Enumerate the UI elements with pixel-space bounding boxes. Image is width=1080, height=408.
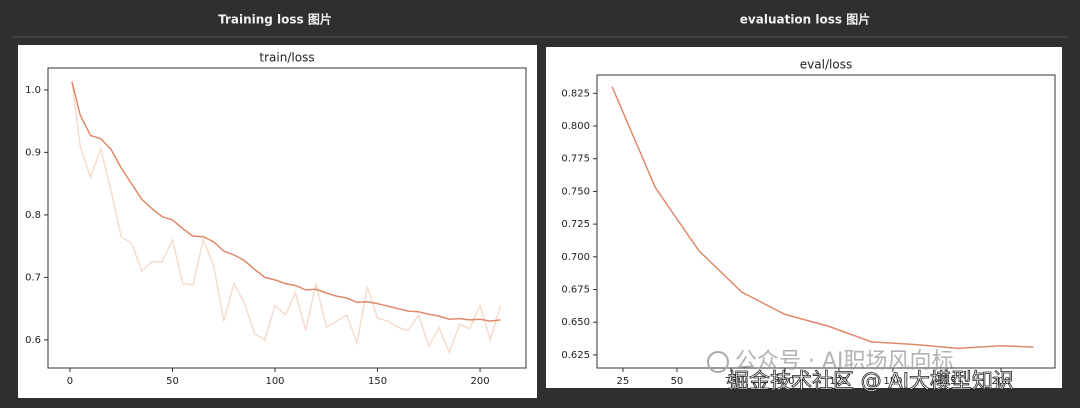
y-tick-label: 0.675 [561,285,590,296]
watermark-text: 掘金技术社区 @ AI大模型知识 [728,369,1014,393]
y-tick-label: 0.9 [25,147,41,158]
y-tick-label: 0.8 [25,210,41,221]
x-tick-label: 200 [471,376,490,387]
chart-panel [546,47,1062,388]
column-header: evaluation loss 图片 [740,12,870,27]
x-tick-label: 125 [829,376,848,387]
y-tick-label: 0.650 [561,317,590,328]
chart-title: train/loss [259,51,314,65]
x-tick-label: 200 [991,376,1010,387]
x-tick-label: 25 [617,376,630,387]
plot-frame [596,74,1056,369]
x-tick-label: 100 [265,376,284,387]
y-tick-label: 0.6 [25,335,41,346]
y-tick-label: 0.700 [561,252,590,263]
column-header: Training loss 图片 [218,12,332,27]
watermark-icon [707,351,729,373]
watermark: 公众号 · AI职场风向标 掘金技术社区 @ AI大模型知识 [707,349,1014,393]
chart-panel [18,45,537,398]
y-tick-label: 1.0 [25,85,41,96]
y-tick-label: 0.775 [561,154,590,165]
x-tick-label: 150 [883,376,902,387]
y-tick-label: 0.750 [561,186,590,197]
x-tick-label: 50 [671,376,684,387]
x-tick-label: 100 [775,376,794,387]
x-tick-label: 150 [368,376,387,387]
chart-title: eval/loss [800,58,852,72]
x-tick-label: 75 [725,376,738,387]
x-tick-label: 50 [166,376,179,387]
plot-frame [47,67,527,369]
y-tick-label: 0.825 [561,88,590,99]
x-tick-label: 175 [937,376,956,387]
y-tick-label: 0.7 [25,272,41,283]
line-series [71,81,502,355]
line-series [71,81,501,322]
y-tick-label: 0.725 [561,219,590,230]
line-series [611,86,1034,350]
watermark-text: 公众号 · AI职场风向标 [735,349,954,374]
y-tick-label: 0.800 [561,121,590,132]
y-tick-label: 0.625 [561,350,590,361]
x-tick-label: 0 [67,376,73,387]
